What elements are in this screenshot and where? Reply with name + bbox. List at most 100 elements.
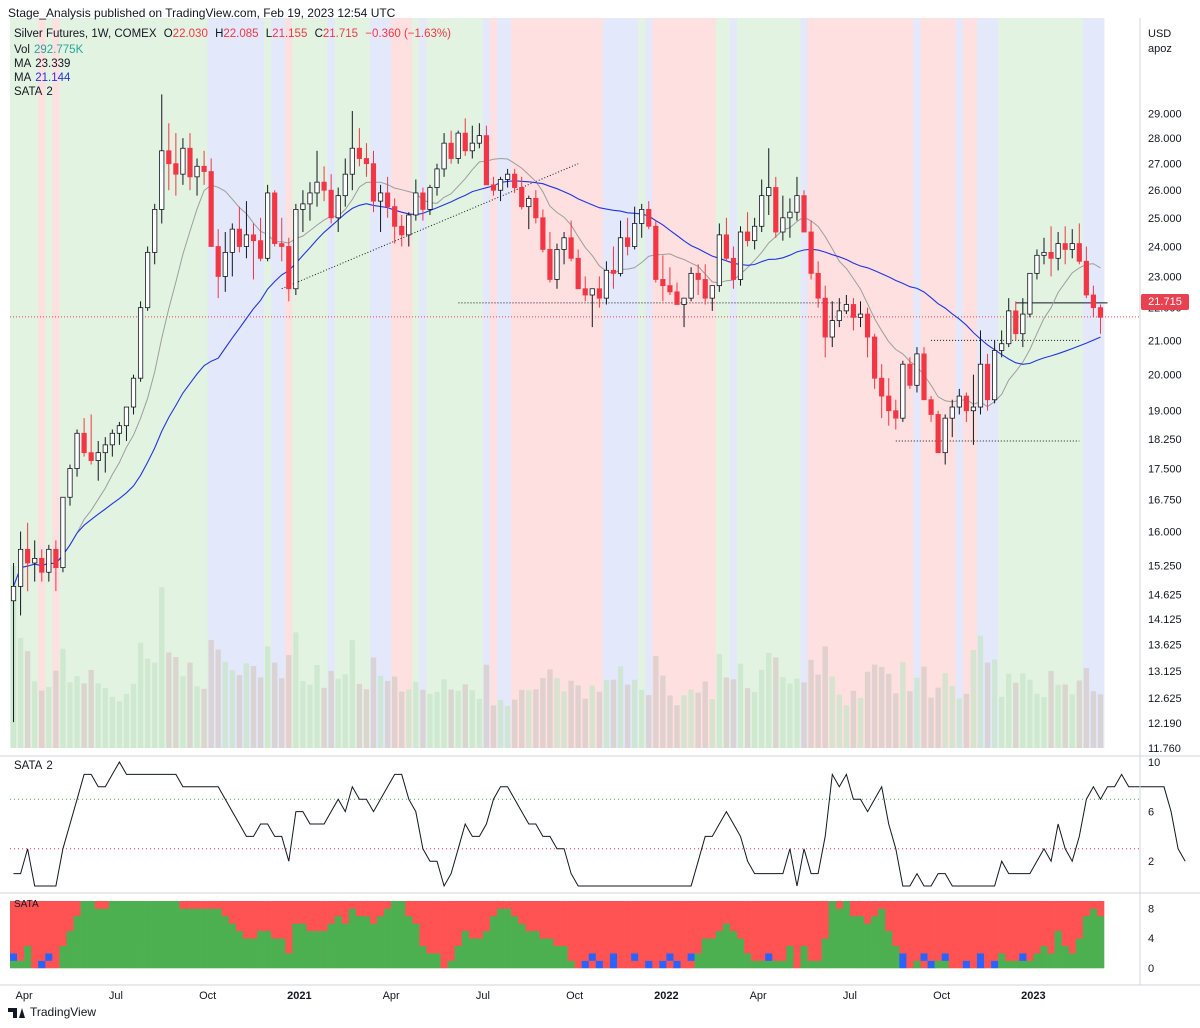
heatmap-cell bbox=[659, 915, 667, 924]
legend-volume-row[interactable]: Vol 292.775K bbox=[14, 44, 83, 56]
heatmap-cell bbox=[885, 923, 893, 932]
heatmap-cell bbox=[193, 915, 201, 924]
legend-ma-fast-row[interactable]: MA 23.339 bbox=[14, 58, 70, 70]
heatmap-cell bbox=[744, 908, 752, 917]
heatmap-cell bbox=[1054, 953, 1062, 961]
heatmap-cell bbox=[525, 960, 533, 969]
heatmap-cell bbox=[1089, 945, 1098, 954]
heatmap-cell bbox=[412, 930, 420, 939]
heatmap-cell bbox=[948, 960, 957, 969]
heatmap-cell bbox=[214, 953, 223, 961]
candle-body bbox=[370, 163, 377, 202]
heatmap-cell bbox=[299, 908, 307, 917]
heatmap-cell bbox=[172, 945, 180, 954]
heatmap-cell bbox=[969, 901, 978, 909]
heatmap-cell bbox=[369, 945, 378, 954]
candle-body bbox=[879, 377, 885, 397]
heatmap-cell bbox=[144, 923, 152, 932]
candle-body bbox=[222, 251, 228, 277]
heatmap-cell bbox=[871, 923, 879, 932]
heatmap-cell bbox=[405, 901, 413, 909]
heatmap-cell bbox=[758, 953, 766, 961]
heatmap-cell bbox=[94, 901, 103, 909]
heatmap-cell bbox=[701, 930, 710, 939]
heatmap-cell bbox=[264, 908, 272, 917]
heatmap-cell bbox=[412, 938, 420, 946]
heatmap-cell bbox=[384, 960, 392, 969]
heatmap-cell bbox=[391, 930, 399, 939]
heatmap-cell bbox=[878, 915, 886, 924]
candle-body bbox=[1076, 243, 1082, 262]
tradingview-footer[interactable]: TradingView bbox=[8, 1005, 96, 1019]
heatmap-cell bbox=[504, 953, 512, 961]
heatmap-cell bbox=[616, 953, 625, 961]
heatmap-cell bbox=[955, 953, 964, 961]
price-tick-label: 11.760 bbox=[1148, 743, 1181, 755]
stage-band bbox=[652, 18, 660, 748]
heatmap-cell bbox=[278, 960, 286, 969]
stage-band bbox=[581, 18, 590, 748]
heatmap-cell bbox=[835, 930, 844, 939]
heatmap-cell bbox=[137, 960, 145, 969]
candle-body bbox=[95, 452, 101, 461]
heatmap-cell bbox=[362, 930, 371, 939]
volume-bar bbox=[533, 689, 539, 748]
heatmap-cell bbox=[66, 908, 74, 917]
heatmap-cell bbox=[511, 930, 519, 939]
heatmap-cell bbox=[518, 953, 526, 961]
heatmap-cell bbox=[377, 915, 385, 924]
heatmap-cell bbox=[828, 938, 837, 946]
heatmap-cell bbox=[934, 908, 942, 917]
heatmap-cell bbox=[52, 908, 60, 917]
heatmap-cell bbox=[821, 930, 830, 939]
legend-symbol-row[interactable]: Silver Futures, 1W, COMEX O22.030 H22.08… bbox=[14, 28, 451, 40]
volume-bar bbox=[123, 694, 130, 748]
candle-body bbox=[674, 291, 680, 305]
volume-bar bbox=[808, 659, 814, 748]
heatmap-cell bbox=[638, 908, 646, 917]
stage-band bbox=[468, 18, 477, 748]
heatmap-cell bbox=[539, 953, 547, 961]
heatmap-cell bbox=[377, 960, 385, 969]
heatmap-cell bbox=[271, 908, 279, 917]
heatmap-cell bbox=[976, 938, 985, 946]
heatmap-cell bbox=[1012, 953, 1020, 961]
heatmap-cell bbox=[24, 953, 32, 961]
heatmap-cell bbox=[878, 908, 886, 917]
heatmap-cell bbox=[814, 923, 822, 932]
heatmap-cell bbox=[320, 915, 328, 924]
candle-body bbox=[53, 548, 59, 569]
heatmap-cell bbox=[532, 923, 540, 932]
price-tick-label: 13.625 bbox=[1148, 640, 1182, 652]
heatmap-cell bbox=[595, 930, 604, 939]
heatmap-cell bbox=[24, 901, 32, 909]
stage-band bbox=[249, 18, 258, 748]
candle-body bbox=[137, 307, 144, 379]
heatmap-cell bbox=[828, 908, 837, 917]
heatmap-cell bbox=[687, 938, 695, 946]
heatmap-cell bbox=[341, 923, 350, 932]
heatmap-cell bbox=[553, 930, 561, 939]
heatmap-cell bbox=[525, 915, 533, 924]
heatmap-cell bbox=[313, 930, 321, 939]
heatmap-cell bbox=[433, 915, 441, 924]
heatmap-cell bbox=[87, 930, 95, 939]
candle-body bbox=[342, 173, 348, 197]
heatmap-cell bbox=[214, 960, 223, 969]
heatmap-cell bbox=[94, 930, 103, 939]
sata-panel-title[interactable]: SATA 2 bbox=[14, 760, 53, 772]
heatmap-cell bbox=[1096, 901, 1105, 909]
candle-body bbox=[808, 231, 814, 274]
legend-sata-row[interactable]: SATA 2 bbox=[14, 86, 53, 98]
volume-bar bbox=[159, 587, 165, 748]
stage-band bbox=[115, 18, 124, 748]
legend-ma-slow-row[interactable]: MA 21.144 bbox=[14, 72, 70, 84]
heatmap-cell bbox=[765, 960, 773, 969]
volume-bar bbox=[328, 671, 334, 748]
heatmap-cell bbox=[765, 908, 773, 917]
volume-bar bbox=[95, 683, 101, 748]
scale-mode-label[interactable]: apoz bbox=[1148, 43, 1172, 55]
heatmap-cell bbox=[306, 960, 314, 969]
stage-band bbox=[856, 18, 865, 748]
